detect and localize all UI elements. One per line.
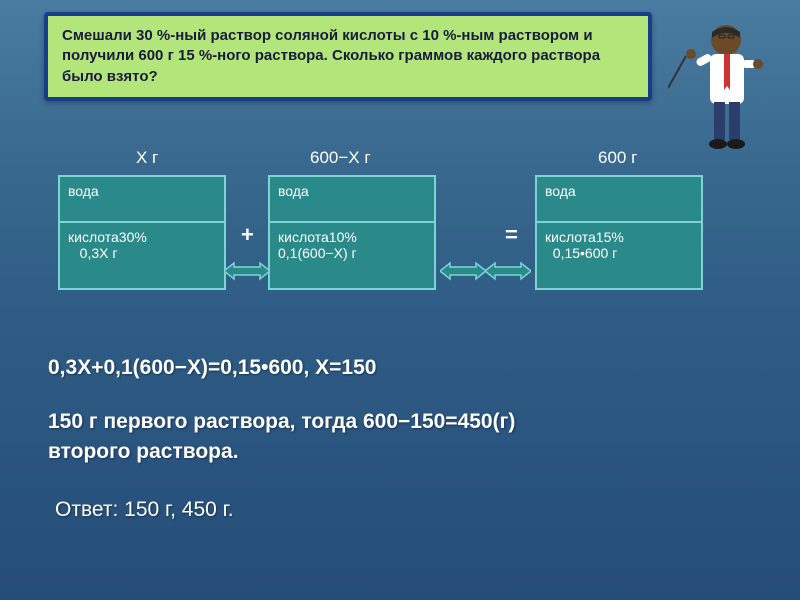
equation-main: 0,3Х+0,1(600−Х)=0,15•600, Х=150 (48, 356, 376, 380)
label-box2: 600−Х г (310, 148, 371, 168)
arrow-1 (224, 261, 270, 281)
solution-box-3: вода кислота15% 0,15•600 г (535, 175, 703, 290)
box3-formula: 0,15•600 г (545, 245, 617, 261)
box2-pct: 10% (329, 229, 357, 245)
operator-equals: = (505, 222, 518, 248)
arrow-3 (485, 261, 531, 281)
box1-bottom: кислота30% 0,3Х г (60, 223, 224, 267)
box1-water: вода (60, 177, 224, 223)
answer-line: Ответ: 150 г, 450 г. (55, 498, 234, 522)
teacher-illustration (668, 18, 778, 158)
box3-bottom: кислота15% 0,15•600 г (537, 223, 701, 267)
solution-box-2: вода кислота10% 0,1(600−Х) г (268, 175, 436, 290)
box2-acid-label: кислота (278, 229, 329, 245)
box2-bottom: кислота10% 0,1(600−Х) г (270, 223, 434, 267)
solution-box-1: вода кислота30% 0,3Х г (58, 175, 226, 290)
problem-text: Смешали 30 %-ный раствор соляной кислоты… (62, 27, 600, 85)
explanation-line-2: второго раствора. (48, 440, 239, 464)
box2-water: вода (270, 177, 434, 223)
label-box1: Х г (136, 148, 158, 168)
box1-acid-label: кислота (68, 229, 119, 245)
arrow-2 (440, 261, 486, 281)
box1-formula: 0,3Х г (68, 245, 117, 261)
problem-statement: Смешали 30 %-ный раствор соляной кислоты… (44, 12, 652, 101)
teacher-icon (668, 18, 778, 158)
operator-plus: + (241, 222, 254, 248)
box3-acid-label: кислота (545, 229, 596, 245)
box3-water: вода (537, 177, 701, 223)
explanation-line-1: 150 г первого раствора, тогда 600−150=45… (48, 410, 515, 434)
box3-pct: 15% (596, 229, 624, 245)
box1-pct: 30% (119, 229, 147, 245)
box2-formula: 0,1(600−Х) г (278, 245, 357, 261)
label-box3: 600 г (598, 148, 637, 168)
